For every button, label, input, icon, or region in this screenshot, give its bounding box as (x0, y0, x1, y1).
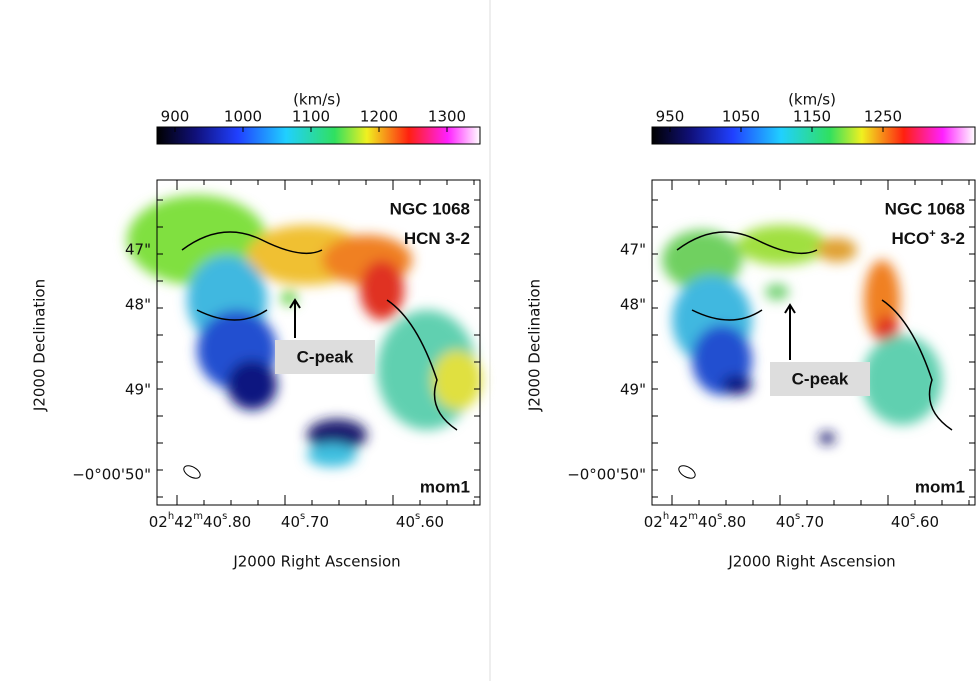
x-tick-part: .60 (915, 513, 939, 531)
colorbar-unit: (km/s) (788, 91, 836, 109)
y-tick-label: 48" (125, 296, 151, 314)
moment: mom1 (420, 477, 470, 496)
x-tick-part: 40 (776, 513, 795, 531)
colorbar-tick-label: 1050 (722, 108, 760, 126)
y-tick-label: 47" (125, 241, 151, 259)
moment: mom1 (915, 477, 965, 496)
y-axis-label: J2000 Declination (31, 279, 49, 412)
annotation: C-peak (297, 347, 354, 366)
line-name: HCN 3-2 (404, 229, 470, 248)
x-tick-part: .70 (800, 513, 824, 531)
beam (677, 463, 698, 481)
x-tick-label: 40s.60 (396, 511, 444, 531)
colorbar-tick-label: 1250 (864, 108, 902, 126)
emission-patch (307, 443, 357, 467)
figure: (km/s) 900 1000 1100 1200 1300 NGC 1068 HCN 3-2… (0, 0, 977, 681)
beam (182, 463, 203, 481)
y-axis-label: J2000 Declination (526, 279, 544, 412)
x-tick-label: 40s.70 (281, 511, 329, 531)
emission-patch (862, 335, 942, 425)
source-name: NGC 1068 (885, 199, 965, 218)
y-tick-label: 47" (620, 241, 646, 259)
x-tick-part: 40 (396, 513, 415, 531)
x-tick-label: 02h42m40s.80 (644, 511, 746, 531)
x-tick-part: 40 (203, 513, 222, 531)
y-tick-label: 48" (620, 296, 646, 314)
x-tick-part: m (193, 511, 203, 522)
emission-patch (360, 260, 404, 320)
line-name-part: 3-2 (936, 229, 965, 248)
x-tick-part: .80 (227, 513, 251, 531)
colorbar-tick-label: 900 (161, 108, 190, 126)
colorbar (157, 127, 480, 144)
x-tick-part: 42 (174, 513, 193, 531)
colorbar-unit: (km/s) (293, 91, 341, 109)
x-tick-label: 40s.60 (891, 511, 939, 531)
emission-patch (722, 375, 752, 395)
colorbar-tick-label: 1200 (360, 108, 398, 126)
emission-patch (227, 360, 277, 410)
colorbar-tick-label: 1300 (428, 108, 466, 126)
x-axis-label: J2000 Right Ascension (232, 553, 400, 571)
emission-patch (432, 350, 482, 410)
colorbar-tick-label: 1100 (292, 108, 330, 126)
x-axis-label: J2000 Right Ascension (727, 553, 895, 571)
x-tick-label: 02h42m40s.80 (149, 511, 251, 531)
line-name-part: HCN 3-2 (404, 229, 470, 248)
emission-patch (765, 284, 789, 300)
y-tick-label: −0°00'50" (72, 466, 151, 484)
x-tick-label: 40s.70 (776, 511, 824, 531)
x-tick-part: .60 (420, 513, 444, 531)
x-tick-part: 02 (149, 513, 168, 531)
x-tick-part: .70 (305, 513, 329, 531)
x-tick-part: 40 (891, 513, 910, 531)
x-tick-part: 40 (698, 513, 717, 531)
x-tick-part: 42 (669, 513, 688, 531)
x-tick-part: 40 (281, 513, 300, 531)
y-tick-label: 49" (620, 381, 646, 399)
panel: (km/s) 900 1000 1100 1200 1300 NGC 1068 HCN 3-2… (31, 91, 483, 571)
x-tick-part: .80 (722, 513, 746, 531)
velocity-map (662, 225, 942, 444)
colorbar-tick-label: 950 (656, 108, 685, 126)
colorbar-tick-label: 1000 (224, 108, 262, 126)
source-name: NGC 1068 (390, 199, 470, 218)
annotation: C-peak (792, 369, 849, 388)
x-tick-part: m (688, 511, 698, 522)
emission-patch (737, 225, 827, 265)
y-tick-label: −0°00'50" (567, 466, 646, 484)
line-name: HCO+ 3-2 (891, 228, 965, 249)
emission-patch (819, 432, 835, 444)
emission-patch (817, 238, 857, 262)
colorbar-tick-label: 1150 (793, 108, 831, 126)
y-tick-label: 49" (125, 381, 151, 399)
x-tick-part: 02 (644, 513, 663, 531)
panel: (km/s) 950 1050 1150 1250 NGC 1068 HCO+ 3-2 mom… (526, 91, 976, 571)
colorbar (652, 127, 975, 144)
line-name-part: HCO (891, 229, 929, 248)
